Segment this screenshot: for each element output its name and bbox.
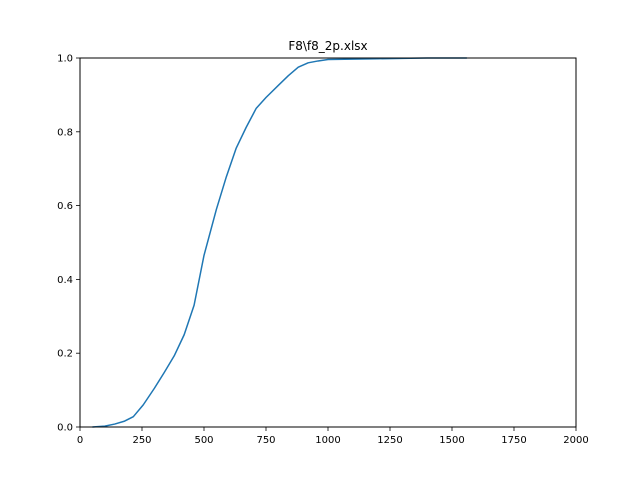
y-tick-label: 0.0 [57, 423, 73, 434]
series-line-0 [92, 57, 467, 428]
x-tick-label: 1000 [315, 435, 340, 446]
x-tick-label: 1750 [501, 435, 526, 446]
x-tick-label: 500 [194, 435, 213, 446]
y-axis: 0.0 0.2 0.4 0.6 0.8 1.0 [57, 54, 80, 434]
y-tick-label: 0.2 [57, 349, 73, 360]
chart-title: F8\f8_2p.xlsx [288, 39, 367, 53]
x-tick-label: 250 [132, 435, 151, 446]
x-tick-label: 750 [256, 435, 275, 446]
y-tick-label: 0.8 [57, 127, 73, 138]
y-tick-label: 0.6 [57, 201, 73, 212]
y-tick-label: 0.4 [57, 275, 73, 286]
x-tick-label: 0 [77, 435, 83, 446]
x-tick-label: 2000 [563, 435, 588, 446]
x-axis: 0 250 500 750 1000 1250 1500 1750 2000 [77, 427, 589, 446]
plot-area [92, 57, 467, 428]
x-tick-label: 1250 [377, 435, 402, 446]
x-tick-label: 1500 [439, 435, 464, 446]
axes-frame [79, 57, 577, 428]
y-tick-label: 1.0 [57, 54, 73, 65]
